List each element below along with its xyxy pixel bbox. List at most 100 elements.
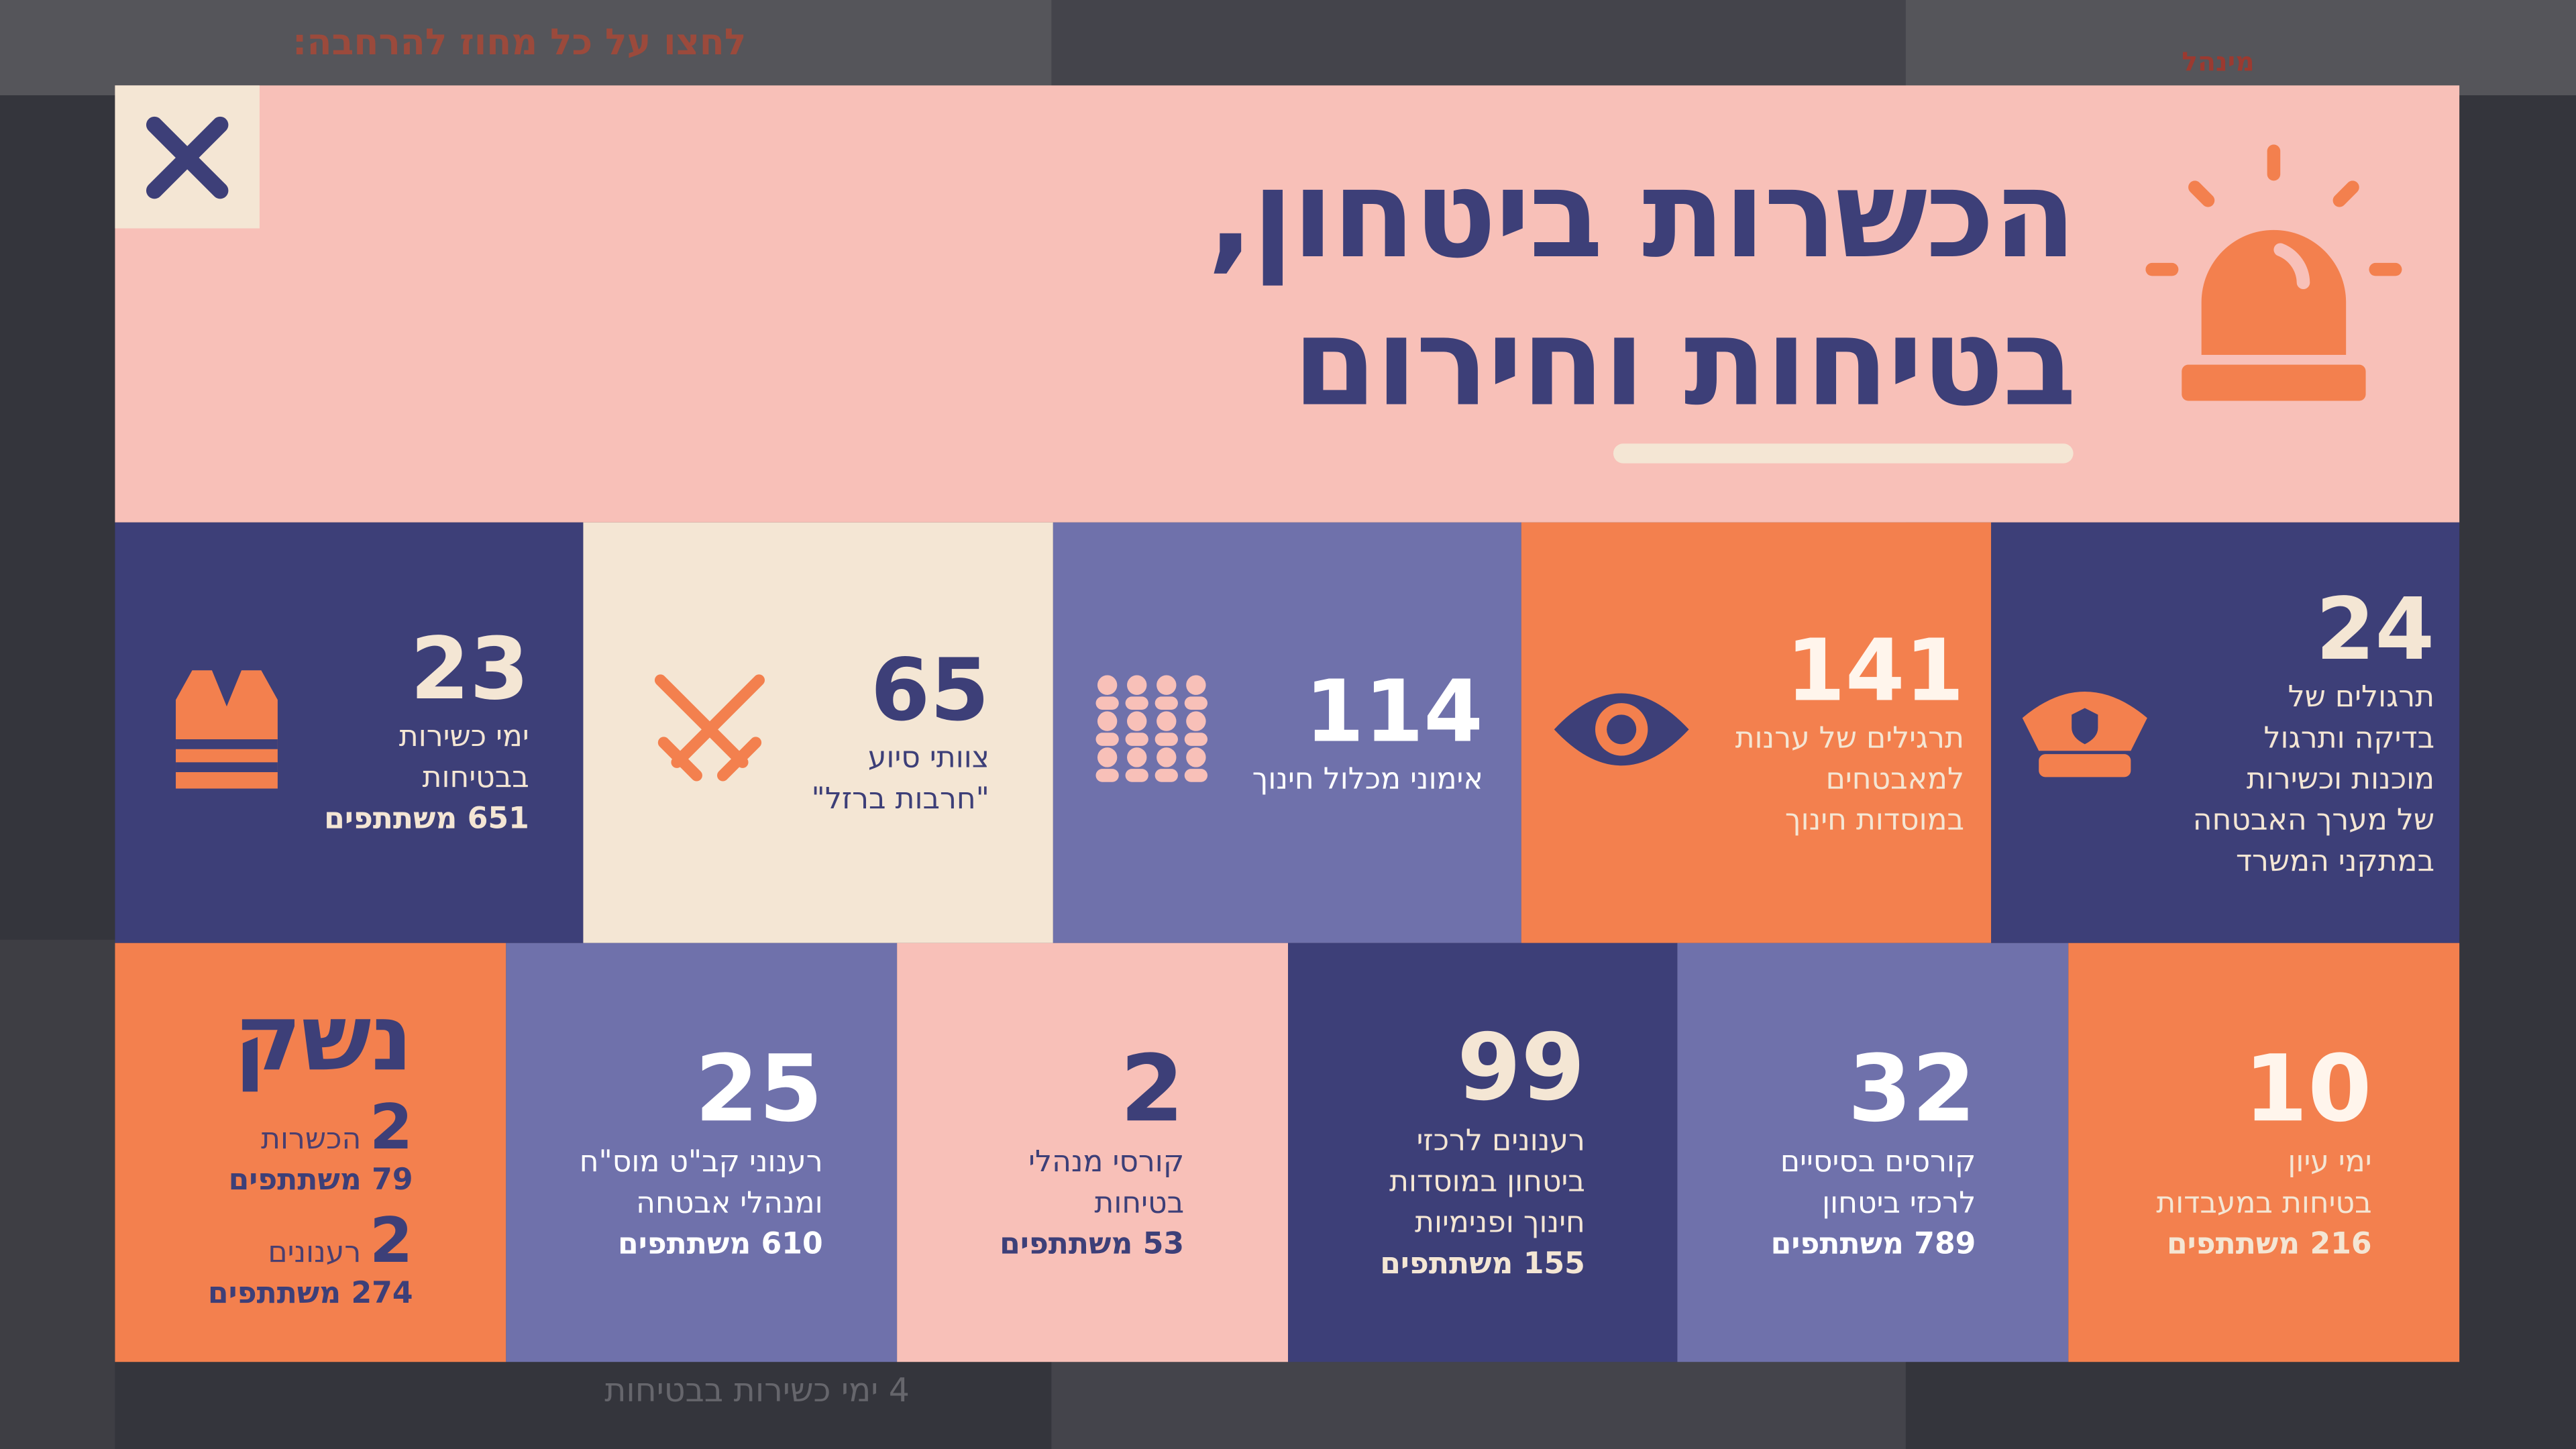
stat-participants: 651 משתתפים — [324, 802, 529, 837]
stats-row: 24 תרגולים של בדיקה ותרגול מוכנות וכשירות של… — [115, 522, 2460, 943]
stat-text: 32 קורסים בסיסיים לרכזי ביטחון 789 משתתפים — [1770, 1036, 1976, 1266]
stat-label: תרגילים של ערנות — [1735, 720, 1965, 755]
stat-card: 65 צוותי סיוע "חרבות ברזל" — [584, 522, 1053, 943]
stat-text: 25 רענוני קב"ט מוס"ח ומנהלי אבטחה 610 משתתפ… — [579, 1036, 823, 1266]
stat-participants: 216 משתתפים — [2166, 1226, 2372, 1261]
weapons-item: 2 רענונים 274 משתתפים — [207, 1208, 413, 1315]
stat-text: 141 תרגילים של ערנות למאבטחים במוסדות חינוך — [1735, 625, 1964, 841]
stat-text: 24 תרגולים של בדיקה ותרגול מוכנות וכשירות של… — [2193, 584, 2434, 881]
icon — [2022, 692, 2147, 777]
stat-card: 141 תרגילים של ערנות למאבטחים במוסדות חינוך — [1521, 522, 1991, 943]
weapons-label: רענונים — [268, 1234, 362, 1269]
title-line: בטיחות וחירום — [1292, 292, 2077, 434]
stats-row: 10 ימי עיון בטיחות במעבדות 216 משתתפים 32 קור… — [115, 943, 2460, 1362]
stat-participants: 610 משתתפים — [618, 1226, 823, 1261]
org-name: מינהל — [2182, 46, 2255, 78]
stat-text: 99 רענונים לרכזי ביטחון במוסדות חינוך ופנימ… — [1380, 1018, 1585, 1286]
weapons-participants: 79 משתתפים — [228, 1162, 413, 1197]
footer-text: 4 ימי כשירות בבטיחות — [604, 1370, 910, 1410]
modal: הכשרות ביטחון, בטיחות וחירום 24 תרגולים ש… — [115, 85, 2460, 1362]
stat-card: 23 ימי כשירות בבטיחות 651 משתתפים — [115, 522, 584, 943]
stat-card: 25 רענוני קב"ט מוס"ח ומנהלי אבטחה 610 משתתפ… — [505, 943, 897, 1362]
stat-label: ומנהלי אבטחה — [636, 1185, 823, 1220]
stat-card: 114 אימוני מכלול חינוך — [1053, 522, 1522, 943]
icon — [654, 674, 765, 782]
stat-label: במתקני המשרד — [2235, 843, 2435, 878]
stat-text: 65 צוותי סיוע "חרבות ברזל" — [812, 645, 989, 820]
stat-label: ביטחון במוסדות — [1389, 1165, 1585, 1199]
stat-label: "חרבות ברזל" — [811, 782, 989, 817]
modal-header: הכשרות ביטחון, בטיחות וחירום — [115, 85, 2460, 523]
stat-participants: 789 משתתפים — [1770, 1226, 1976, 1261]
stat-icon — [2015, 672, 2153, 794]
stat-label: בדיקה ותרגול — [2263, 720, 2435, 755]
stat-label: חינוך ופנימיות — [1415, 1205, 1585, 1240]
icon — [1096, 675, 1208, 782]
stat-label: מוכנות וכשירות — [2246, 761, 2435, 796]
weapons-card: נשק 2 הכשרות 79 משתתפים 2 רענונים 274 משתתפי… — [115, 943, 506, 1362]
stat-label: במוסדות חינוך — [1784, 802, 1965, 837]
stat-label: אימוני מכלול חינוך — [1252, 761, 1483, 796]
stat-number: 141 — [1786, 621, 1965, 720]
stat-label: בטיחות — [1094, 1185, 1185, 1220]
stat-number: 99 — [1456, 1015, 1585, 1122]
weapons-text: נשק 2 הכשרות 79 משתתפים 2 רענונים 274 משתתפי… — [207, 985, 413, 1316]
stat-icon — [1091, 669, 1213, 797]
weapons-heading: נשק — [233, 985, 413, 1092]
icon — [176, 670, 278, 789]
stat-label: לרכזי ביטחון — [1822, 1185, 1976, 1220]
weapons-number: 2 — [369, 1203, 413, 1276]
stat-number: 24 — [2315, 580, 2435, 680]
stat-label: של מערך האבטחה — [2192, 802, 2435, 837]
stat-label: רענוני קב"ט מוס"ח — [579, 1144, 823, 1179]
weapons-item: 2 הכשרות 79 משתתפים — [208, 1095, 413, 1201]
stat-text: 10 ימי עיון בטיחות במעבדות 216 משתתפים — [2156, 1036, 2372, 1266]
stat-label: רענונים לרכזי — [1416, 1124, 1585, 1159]
stat-number: 65 — [870, 642, 989, 741]
stat-icon — [1548, 680, 1695, 786]
background-panel — [0, 939, 115, 1449]
weapons-row: 2 הכשרות — [208, 1095, 413, 1159]
stat-label: למאבטחים — [1825, 761, 1965, 796]
close-icon — [146, 116, 229, 199]
icon — [1554, 693, 1689, 766]
stat-text: 23 ימי כשירות בבטיחות 651 משתתפים — [324, 625, 529, 841]
stat-number: 10 — [2243, 1036, 2372, 1143]
stat-card: 24 תרגולים של בדיקה ותרגול מוכנות וכשירות של… — [1990, 522, 2460, 943]
stat-number: 114 — [1305, 663, 1483, 762]
stat-text: 114 אימוני מכלול חינוך — [1252, 666, 1483, 799]
weapons-participants: 274 משתתפים — [207, 1275, 413, 1311]
weapons-number: 2 — [369, 1089, 413, 1163]
stat-card: 2 קורסי מנהלי בטיחות 53 משתתפים — [896, 943, 1287, 1362]
stat-card: 10 ימי עיון בטיחות במעבדות 216 משתתפים — [2068, 943, 2460, 1362]
stat-label: צוותי סיוע — [867, 741, 989, 775]
close-button[interactable] — [115, 85, 260, 229]
stat-participants: 53 משתתפים — [1000, 1226, 1185, 1261]
stat-card: 99 רענונים לרכזי ביטחון במוסדות חינוך ופנימ… — [1287, 943, 1678, 1362]
stat-number: 23 — [410, 621, 529, 720]
title-underline — [1613, 443, 2074, 464]
stat-number: 2 — [1120, 1036, 1185, 1143]
stat-label: בטיחות במעבדות — [2156, 1185, 2372, 1220]
weapons-label: הכשרות — [261, 1121, 362, 1156]
stat-text: 2 קורסי מנהלי בטיחות 53 משתתפים — [1000, 1036, 1185, 1266]
stat-label: ימי עיון — [2288, 1144, 2372, 1179]
stat-icon — [647, 667, 772, 798]
stat-label: קורסי מנהלי — [1028, 1144, 1185, 1179]
hint-text: לחצו על כל מחוז להרחבה: — [292, 23, 747, 64]
weapons-row: 2 רענונים — [208, 1208, 413, 1273]
stat-label: בבטיחות — [422, 760, 529, 796]
stat-participants: 155 משתתפים — [1380, 1246, 1585, 1282]
modal-title: הכשרות ביטחון, בטיחות וחירום — [1207, 142, 2077, 437]
stat-label: תרגולים של — [2288, 679, 2435, 714]
stat-number: 32 — [1847, 1036, 1976, 1143]
stat-card: 32 קורסים בסיסיים לרכזי ביטחון 789 משתתפים — [1678, 943, 2069, 1362]
title-line: הכשרות ביטחון, — [1207, 144, 2077, 286]
stat-number: 25 — [694, 1036, 823, 1143]
stat-icon — [170, 663, 284, 802]
stat-label: קורסים בסיסיים — [1780, 1144, 1976, 1179]
alarm-icon — [2145, 144, 2402, 401]
stat-label: ימי כשירות — [398, 719, 529, 755]
